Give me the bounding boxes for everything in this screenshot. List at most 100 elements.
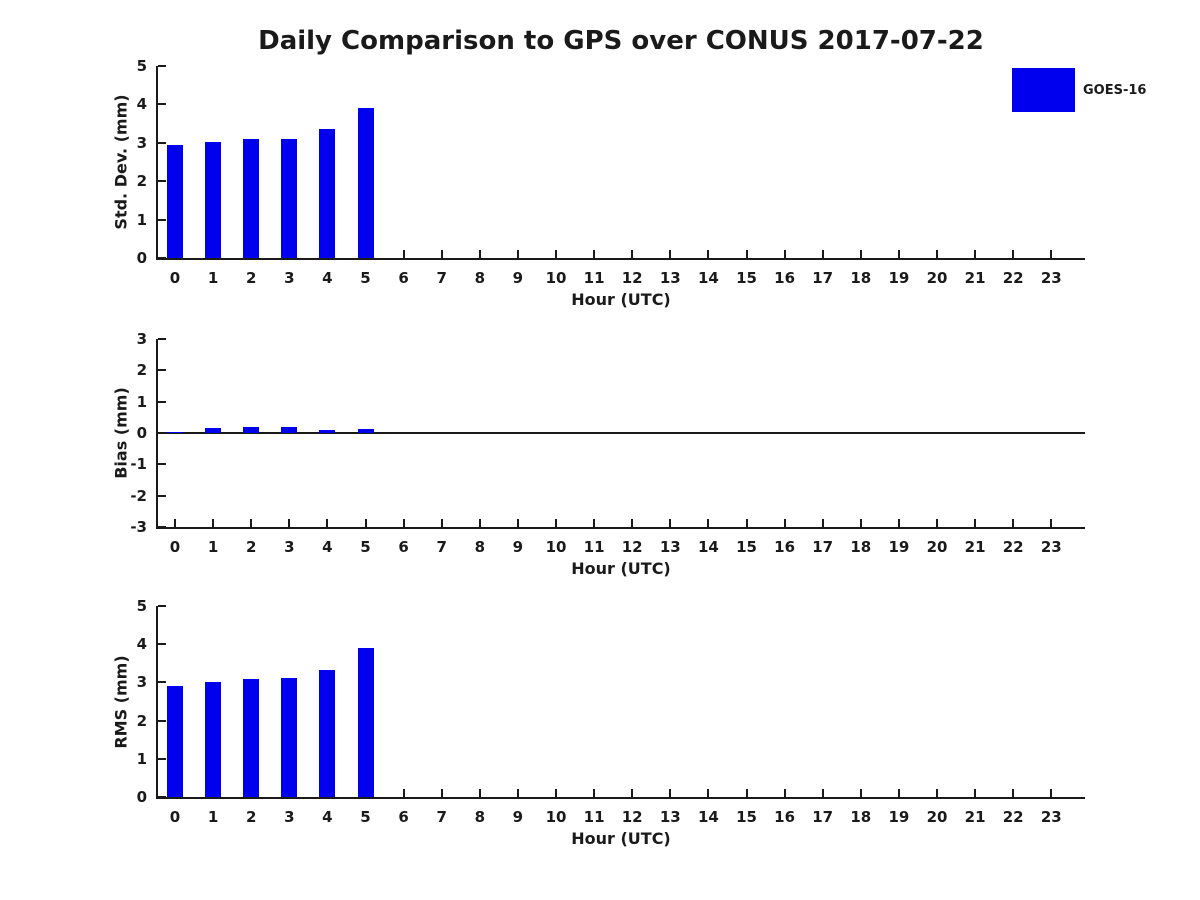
- bar-hour-1: [205, 681, 222, 797]
- y-tick-label: -1: [130, 455, 147, 474]
- x-tick-label: 0: [169, 538, 181, 556]
- x-tick: [478, 519, 481, 527]
- bar-hour-5: [357, 648, 374, 797]
- x-tick: [1050, 250, 1053, 258]
- x-tick: [212, 250, 215, 258]
- y-axis-spine: [156, 606, 158, 799]
- x-tick-label: 3: [284, 538, 295, 556]
- y-axis-spine: [156, 66, 158, 260]
- x-tick-label: 11: [583, 808, 605, 826]
- x-tick: [745, 789, 748, 797]
- x-tick-label: 22: [1002, 808, 1024, 826]
- x-tick: [555, 250, 557, 258]
- x-tick-label: 1: [207, 808, 219, 826]
- x-tick-label: 0: [169, 808, 181, 826]
- x-tick-label: 16: [774, 538, 796, 556]
- y-tick: [158, 463, 166, 466]
- x-tick: [326, 250, 329, 258]
- x-tick-label: 13: [659, 269, 681, 287]
- x-tick: [250, 519, 253, 527]
- x-tick-label: 22: [1002, 269, 1024, 287]
- x-tick-label: 18: [850, 269, 872, 287]
- bar-hour-4: [319, 669, 336, 797]
- x-tick: [1012, 789, 1015, 797]
- x-tick: [516, 519, 519, 527]
- y-tick-label: 1: [136, 210, 147, 229]
- x-tick: [288, 789, 291, 797]
- x-tick-label: 18: [850, 538, 872, 556]
- x-tick-label: 23: [1040, 538, 1062, 556]
- x-tick: [974, 519, 977, 527]
- y-tick: [158, 605, 166, 607]
- x-tick: [326, 519, 329, 527]
- x-tick: [1050, 789, 1053, 797]
- y-axis-spine: [156, 339, 158, 529]
- y-tick: [158, 757, 166, 760]
- bar-hour-2: [243, 678, 260, 797]
- y-tick-label: 5: [136, 57, 147, 75]
- x-tick: [974, 789, 977, 797]
- x-tick: [478, 250, 481, 258]
- y-tick-label: 1: [136, 392, 147, 411]
- x-tick: [440, 519, 443, 527]
- y-tick-label: 3: [136, 133, 147, 152]
- chart-title: Daily Comparison to GPS over CONUS 2017-…: [258, 26, 984, 56]
- legend: GOES-16: [1012, 68, 1146, 112]
- x-tick: [1050, 519, 1053, 527]
- x-tick: [631, 519, 634, 527]
- x-tick: [669, 789, 672, 797]
- y-tick: [158, 681, 166, 684]
- x-tick: [821, 250, 824, 258]
- x-tick: [707, 519, 710, 527]
- x-tick-label: 1: [207, 538, 219, 556]
- x-axis-spine: [156, 527, 1085, 529]
- x-tick: [821, 519, 824, 527]
- x-tick: [402, 789, 405, 797]
- y-tick-label: 4: [136, 95, 147, 114]
- x-tick-label: 14: [697, 538, 719, 556]
- x-tick-label: 6: [398, 808, 409, 826]
- bar-hour-3: [281, 138, 298, 258]
- x-axis-label: Hour (UTC): [571, 559, 671, 578]
- x-tick-label: 2: [245, 538, 257, 556]
- x-axis-spine: [156, 258, 1085, 260]
- bar-hour-3: [281, 677, 298, 797]
- x-tick-label: 16: [774, 808, 796, 826]
- x-tick-label: 8: [474, 808, 486, 826]
- x-tick-label: 20: [926, 808, 948, 826]
- x-tick-label: 2: [245, 808, 257, 826]
- x-tick: [669, 250, 672, 258]
- x-tick-label: 19: [888, 538, 910, 556]
- x-tick-label: 5: [360, 808, 371, 826]
- y-tick-label: 2: [136, 711, 147, 730]
- x-tick: [174, 519, 176, 527]
- x-tick: [402, 250, 405, 258]
- x-tick-label: 15: [736, 538, 757, 556]
- y-tick: [158, 369, 166, 372]
- x-tick: [516, 250, 519, 258]
- x-tick-label: 9: [512, 269, 524, 287]
- x-tick-label: 3: [284, 269, 295, 287]
- x-tick: [288, 250, 291, 258]
- x-tick: [364, 250, 367, 258]
- y-tick: [158, 103, 166, 106]
- y-axis-label: Std. Dev. (mm): [111, 94, 131, 230]
- x-tick-label: 14: [697, 269, 719, 287]
- x-tick-label: 23: [1040, 269, 1062, 287]
- x-tick-label: 13: [659, 538, 681, 556]
- x-tick-label: 7: [436, 269, 447, 287]
- bar-hour-2: [243, 138, 260, 258]
- x-tick: [174, 250, 176, 258]
- x-axis-label: Hour (UTC): [571, 290, 671, 309]
- x-tick-label: 21: [964, 269, 986, 287]
- x-tick: [821, 789, 824, 797]
- y-tick: [158, 526, 166, 528]
- x-tick-label: 17: [812, 808, 834, 826]
- x-tick: [364, 789, 367, 797]
- x-tick-label: 10: [545, 808, 567, 826]
- y-tick: [158, 643, 166, 646]
- x-tick-label: 18: [850, 808, 872, 826]
- x-tick-label: 4: [322, 269, 333, 287]
- x-tick-label: 6: [398, 269, 409, 287]
- x-tick-label: 9: [512, 808, 524, 826]
